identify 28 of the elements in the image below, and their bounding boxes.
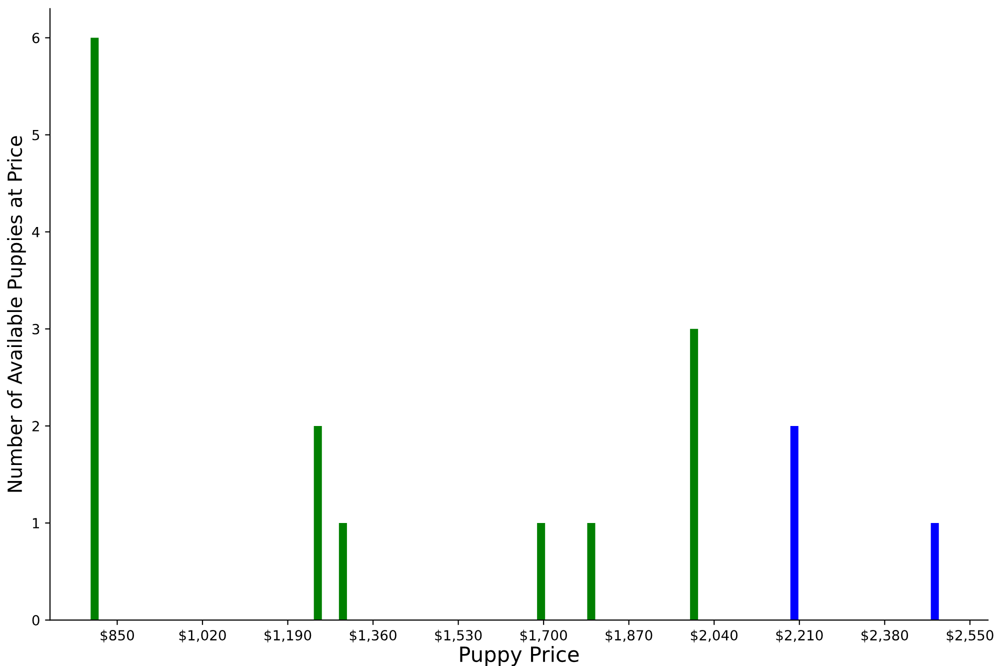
y-axis-title: Number of Available Puppies at Price: [7, 136, 26, 492]
x-tick-label: $1,360: [350, 630, 396, 642]
bar: [790, 426, 798, 620]
bar: [690, 328, 698, 620]
x-tick-label: $2,040: [690, 630, 738, 642]
bar: [930, 523, 939, 620]
bar: [338, 523, 347, 620]
x-tick-label: $1,020: [179, 630, 226, 642]
x-tick-label: $1,190: [264, 630, 312, 642]
x-tick-label: $2,380: [862, 630, 908, 642]
y-tick-label: 0: [32, 615, 40, 626]
bar: [90, 38, 99, 620]
y-tick-label: 3: [32, 324, 40, 334]
y-tick-label: 4: [32, 227, 40, 238]
y-tick-label: 2: [32, 420, 39, 432]
y-tick-label: 1: [32, 518, 39, 528]
y-tick-label: 6: [32, 32, 40, 44]
x-tick-label: $2,550: [946, 630, 994, 642]
x-tick-label: $1,870: [606, 630, 652, 642]
bar: [314, 426, 322, 620]
x-tick-label: $1,700: [520, 630, 567, 642]
x-tick-label: $1,530: [435, 630, 482, 642]
y-tick-label: 5: [32, 130, 40, 140]
x-axis-title: Puppy Price: [460, 646, 579, 666]
x-tick-label: $2,210: [776, 630, 823, 642]
bar: [537, 523, 546, 620]
x-tick-label: $850: [100, 630, 134, 642]
bar: [587, 523, 596, 620]
